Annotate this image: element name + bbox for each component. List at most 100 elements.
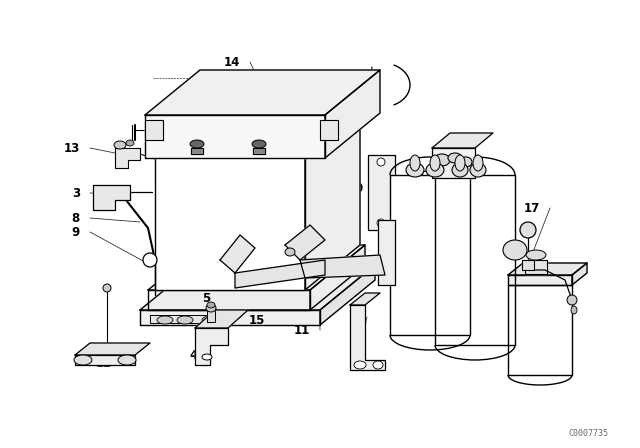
Ellipse shape	[177, 316, 193, 324]
Polygon shape	[300, 255, 385, 278]
Text: 14: 14	[223, 56, 240, 69]
Ellipse shape	[207, 302, 215, 308]
Ellipse shape	[274, 122, 296, 134]
Ellipse shape	[306, 124, 320, 132]
Polygon shape	[75, 343, 150, 355]
Ellipse shape	[206, 304, 216, 312]
Polygon shape	[140, 265, 375, 310]
Ellipse shape	[354, 361, 366, 369]
Text: 10: 10	[348, 181, 364, 194]
Polygon shape	[432, 133, 493, 148]
Polygon shape	[435, 175, 515, 345]
Polygon shape	[572, 263, 587, 285]
Polygon shape	[150, 315, 230, 323]
Polygon shape	[378, 220, 395, 285]
Ellipse shape	[211, 126, 225, 134]
Polygon shape	[191, 148, 203, 154]
Ellipse shape	[250, 124, 264, 132]
Ellipse shape	[520, 222, 536, 238]
Ellipse shape	[302, 122, 324, 134]
Text: 15: 15	[248, 314, 265, 327]
Polygon shape	[148, 290, 310, 310]
Polygon shape	[75, 355, 135, 365]
Ellipse shape	[434, 154, 450, 166]
Ellipse shape	[526, 250, 546, 260]
Ellipse shape	[410, 155, 420, 171]
Ellipse shape	[285, 248, 295, 256]
Polygon shape	[320, 265, 375, 325]
Ellipse shape	[567, 295, 577, 305]
Text: 8: 8	[72, 211, 80, 224]
Ellipse shape	[74, 355, 92, 365]
Ellipse shape	[373, 361, 383, 369]
Polygon shape	[145, 70, 380, 115]
Ellipse shape	[430, 155, 440, 171]
Text: 12: 12	[96, 357, 112, 370]
Ellipse shape	[157, 316, 173, 324]
Polygon shape	[508, 285, 572, 375]
Text: 7: 7	[349, 310, 357, 323]
Ellipse shape	[460, 157, 472, 167]
Ellipse shape	[143, 253, 157, 267]
Polygon shape	[140, 310, 320, 325]
Ellipse shape	[473, 155, 483, 171]
Ellipse shape	[202, 316, 218, 324]
Polygon shape	[145, 115, 325, 158]
Text: 13: 13	[64, 142, 80, 155]
Polygon shape	[325, 70, 380, 158]
Ellipse shape	[252, 140, 266, 148]
Polygon shape	[220, 235, 255, 273]
Ellipse shape	[190, 140, 204, 148]
Ellipse shape	[571, 306, 577, 314]
Ellipse shape	[202, 354, 212, 360]
Ellipse shape	[179, 124, 201, 136]
Polygon shape	[285, 225, 325, 260]
Ellipse shape	[246, 122, 268, 134]
Ellipse shape	[235, 124, 257, 136]
Ellipse shape	[470, 163, 486, 177]
Ellipse shape	[183, 126, 197, 134]
Polygon shape	[508, 275, 572, 285]
Ellipse shape	[278, 124, 292, 132]
Polygon shape	[195, 328, 228, 365]
Ellipse shape	[377, 219, 385, 227]
Polygon shape	[148, 245, 365, 290]
Polygon shape	[115, 148, 140, 168]
Polygon shape	[310, 245, 365, 310]
Polygon shape	[350, 293, 380, 305]
Ellipse shape	[448, 153, 462, 163]
Ellipse shape	[114, 141, 126, 149]
Polygon shape	[93, 185, 130, 210]
Polygon shape	[235, 260, 325, 288]
Polygon shape	[305, 110, 360, 290]
Ellipse shape	[126, 140, 134, 146]
Text: 16: 16	[514, 306, 530, 319]
Ellipse shape	[503, 240, 527, 260]
Ellipse shape	[103, 284, 111, 292]
Text: 1: 1	[154, 232, 162, 245]
Polygon shape	[207, 310, 215, 322]
Ellipse shape	[426, 163, 444, 177]
Text: 9: 9	[72, 225, 80, 238]
Polygon shape	[508, 263, 587, 275]
Ellipse shape	[207, 124, 229, 136]
Polygon shape	[155, 110, 360, 155]
Ellipse shape	[406, 163, 424, 177]
Ellipse shape	[452, 163, 468, 177]
Polygon shape	[525, 260, 547, 274]
Polygon shape	[522, 260, 534, 270]
Text: 6: 6	[460, 148, 468, 161]
Text: 17: 17	[524, 202, 540, 215]
Text: 11: 11	[294, 323, 310, 336]
Ellipse shape	[239, 126, 253, 134]
Text: 2: 2	[424, 292, 432, 305]
Polygon shape	[253, 148, 265, 154]
Polygon shape	[368, 155, 395, 230]
Polygon shape	[320, 120, 338, 140]
Text: 4: 4	[189, 349, 198, 362]
Ellipse shape	[118, 355, 136, 365]
Text: 3: 3	[72, 186, 80, 199]
Ellipse shape	[377, 158, 385, 166]
Polygon shape	[390, 175, 470, 335]
Polygon shape	[195, 310, 248, 328]
